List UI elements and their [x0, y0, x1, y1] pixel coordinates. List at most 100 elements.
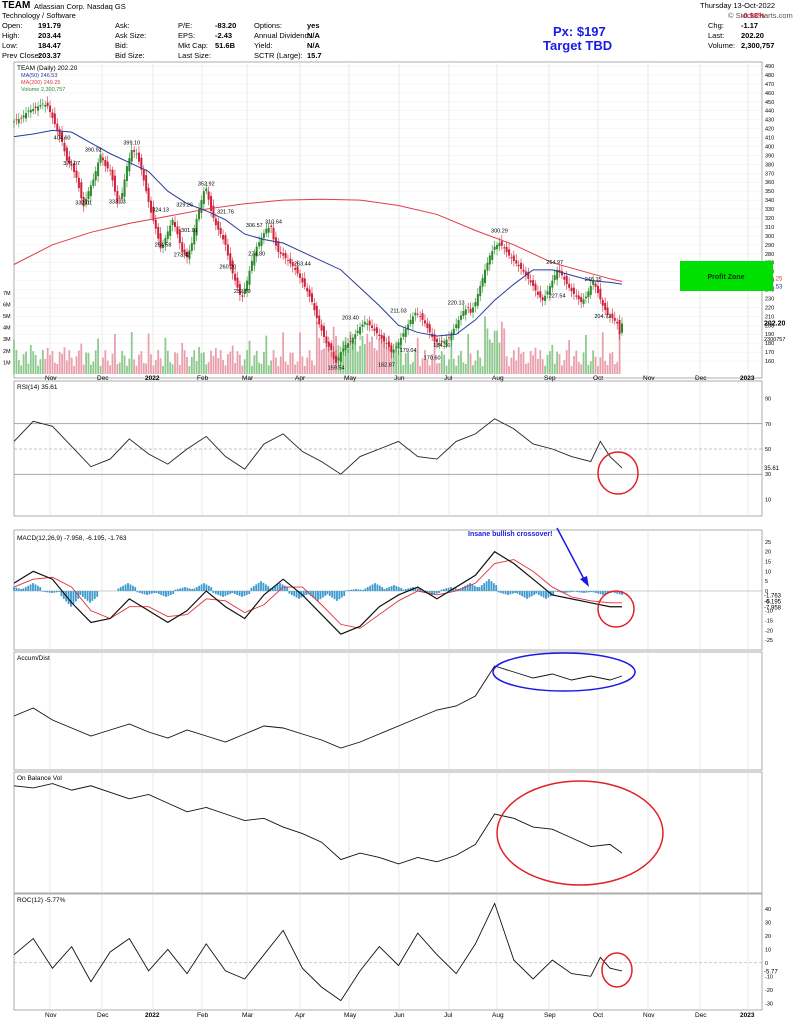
candle-body [464, 309, 467, 315]
volume-bar [378, 338, 381, 374]
candle-body [563, 276, 566, 280]
price-annotation: 260.20 [219, 264, 236, 270]
price-annotation: 227.54 [549, 294, 566, 300]
roc-tick-label: 20 [765, 934, 771, 940]
candle-body [181, 242, 184, 252]
volume-bar [109, 365, 112, 374]
macd-histogram-bar [260, 581, 262, 591]
macd-histogram-bar [27, 585, 30, 591]
month-label: Oct [593, 375, 603, 382]
macd-title: MACD(12,26,9) -7.958, -6.195, -1.763 [17, 535, 127, 542]
candle-body [195, 218, 198, 236]
volume-bar [397, 350, 400, 374]
volume-bar [65, 360, 68, 374]
candle-body [613, 317, 616, 321]
macd-signal-line [13, 559, 622, 629]
volume-bar [380, 339, 383, 374]
volume-bar [532, 355, 534, 374]
macd-histogram-bar [162, 591, 165, 596]
macd-histogram-bar [573, 591, 576, 592]
candle-body [188, 250, 191, 260]
volume-bar [236, 351, 239, 374]
volume-bar [366, 333, 369, 374]
volume-bar [500, 321, 503, 374]
macd-last: -6.195 [764, 600, 782, 606]
month-label: Nov [45, 1012, 57, 1019]
volume-bar [22, 354, 25, 374]
macd-histogram-bar [43, 591, 46, 592]
volume-bar [133, 359, 136, 374]
candle-body [356, 330, 359, 334]
volume-bar [387, 336, 390, 374]
volume-bar [534, 347, 537, 374]
price-tick-label: 400 [765, 144, 774, 150]
accum-dist-line [13, 665, 623, 749]
macd-histogram-bar [314, 591, 317, 600]
rsi-tick-label: 50 [765, 447, 771, 453]
candle-body [44, 104, 47, 107]
candle-body [438, 343, 441, 345]
volume-bar [618, 332, 621, 374]
candle-body [337, 357, 340, 361]
candle-body [592, 280, 595, 285]
volume-bar [450, 332, 453, 374]
volume-bar [565, 350, 568, 374]
volume-bar [41, 350, 44, 374]
volume-bar [529, 350, 532, 374]
volume-bar [214, 347, 217, 374]
volume-bar [524, 363, 527, 374]
macd-histogram-bar [36, 585, 39, 591]
volume-bar [75, 356, 78, 374]
candle-body [198, 209, 201, 220]
volume-bar [20, 365, 23, 374]
price-annotation: 162.87 [378, 362, 395, 368]
macd-tick-label: 20 [765, 550, 771, 556]
candle-body [121, 192, 124, 199]
volume-bar [385, 347, 388, 374]
month-label: Nov [643, 375, 655, 382]
field-value: -0.58% [741, 11, 765, 20]
candle-body [313, 303, 316, 311]
candle-body [541, 297, 544, 301]
macd-histogram-bar [205, 584, 208, 591]
price-annotation: 300.29 [491, 229, 508, 235]
field-label: Yield: [254, 41, 273, 50]
field-value: -2.43 [215, 31, 233, 40]
macd-histogram-bar [461, 587, 464, 591]
macd-histogram-bar [338, 591, 341, 600]
candle-body [260, 237, 263, 247]
candle-body [532, 280, 535, 286]
price-tick-label: 410 [765, 136, 774, 142]
price-tick-label: 440 [765, 109, 774, 115]
macd-histogram-bar [141, 591, 144, 594]
macd-histogram-bar [416, 588, 419, 591]
volume-bar [111, 353, 114, 374]
candle-body [363, 321, 366, 325]
candle-body [142, 169, 145, 181]
volume-bar [407, 352, 410, 374]
roc-tick-label: -10 [765, 974, 773, 980]
macd-histogram-bar [212, 591, 215, 593]
candle-body [443, 341, 446, 343]
macd-histogram-bar [340, 591, 343, 598]
candle-body [277, 241, 280, 252]
volume-bar [395, 343, 398, 374]
field-value: 184.47 [38, 41, 61, 50]
volume-bar [44, 358, 47, 374]
candle-body [500, 241, 503, 246]
macd-histogram-bar [523, 591, 526, 598]
macd-histogram-bar [39, 587, 42, 591]
candle-body [41, 103, 44, 105]
candle-body [128, 158, 131, 172]
volume-bar [87, 352, 90, 374]
macd-histogram-bar [526, 591, 528, 599]
volume-bar [390, 342, 393, 374]
volume-bar [383, 332, 385, 374]
volume-bar [123, 355, 126, 374]
price-annotation: 324.13 [152, 207, 169, 213]
candle-body [118, 197, 121, 199]
macd-histogram-bar [478, 587, 481, 591]
macd-histogram-bar [248, 591, 251, 594]
macd-line [13, 550, 622, 635]
macd-histogram-bar [561, 591, 564, 593]
